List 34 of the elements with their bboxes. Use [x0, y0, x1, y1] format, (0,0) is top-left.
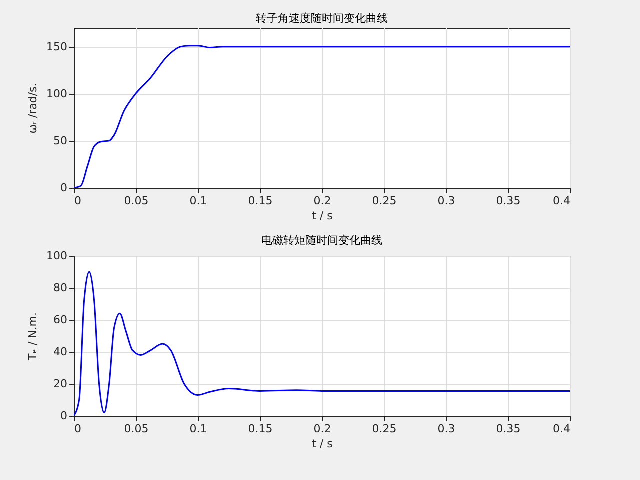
y-tick-label: 150: [46, 40, 68, 54]
chart-title: 电磁转矩随时间变化曲线: [262, 234, 382, 247]
y-tick-label: 20: [54, 378, 68, 390]
x-axis-title: t / s: [312, 210, 334, 222]
x-tick-label: 0.25: [372, 422, 397, 436]
chart-title: 转子角速度随时间变化曲线: [256, 12, 388, 25]
x-tick-label: 0.25: [372, 194, 397, 208]
x-axis-title: t / s: [312, 438, 334, 450]
x-tick-label: 0.05: [124, 422, 149, 436]
y-tick-label: 50: [54, 134, 68, 148]
y-tick-label: 100: [46, 87, 68, 100]
x-tick-label: 0.1: [190, 422, 208, 436]
x-tick-label: 0.15: [248, 194, 273, 208]
x-tick-label: 0.1: [190, 194, 208, 208]
x-tick-label: 0.15: [248, 422, 273, 436]
x-tick-label: 0.05: [124, 194, 149, 208]
x-tick-label: 0.2: [314, 194, 332, 208]
x-tick-label: 0.35: [496, 422, 521, 436]
x-tick-label: 0.3: [438, 194, 456, 208]
y-tick-label: 0: [60, 182, 68, 194]
x-tick-label: 0.35: [496, 194, 521, 208]
x-tick-label: 0.3: [438, 422, 456, 436]
x-tick-label: 0.4: [553, 194, 570, 208]
y-tick-label: 80: [54, 282, 68, 294]
y-axis-title: ωᵣ /rad/s.: [26, 83, 40, 134]
y-axis-title: Tₑ / N.m.: [26, 312, 40, 362]
y-tick-label: 0: [60, 410, 68, 422]
x-tick-label: 0.4: [553, 422, 570, 436]
x-tick-label: 0.2: [314, 422, 332, 436]
y-tick-label: 60: [54, 314, 68, 326]
y-tick-label: 100: [46, 250, 68, 262]
x-tick-label: 0: [74, 422, 82, 436]
x-tick-label: 0: [74, 194, 82, 208]
y-tick-label: 40: [54, 346, 68, 358]
